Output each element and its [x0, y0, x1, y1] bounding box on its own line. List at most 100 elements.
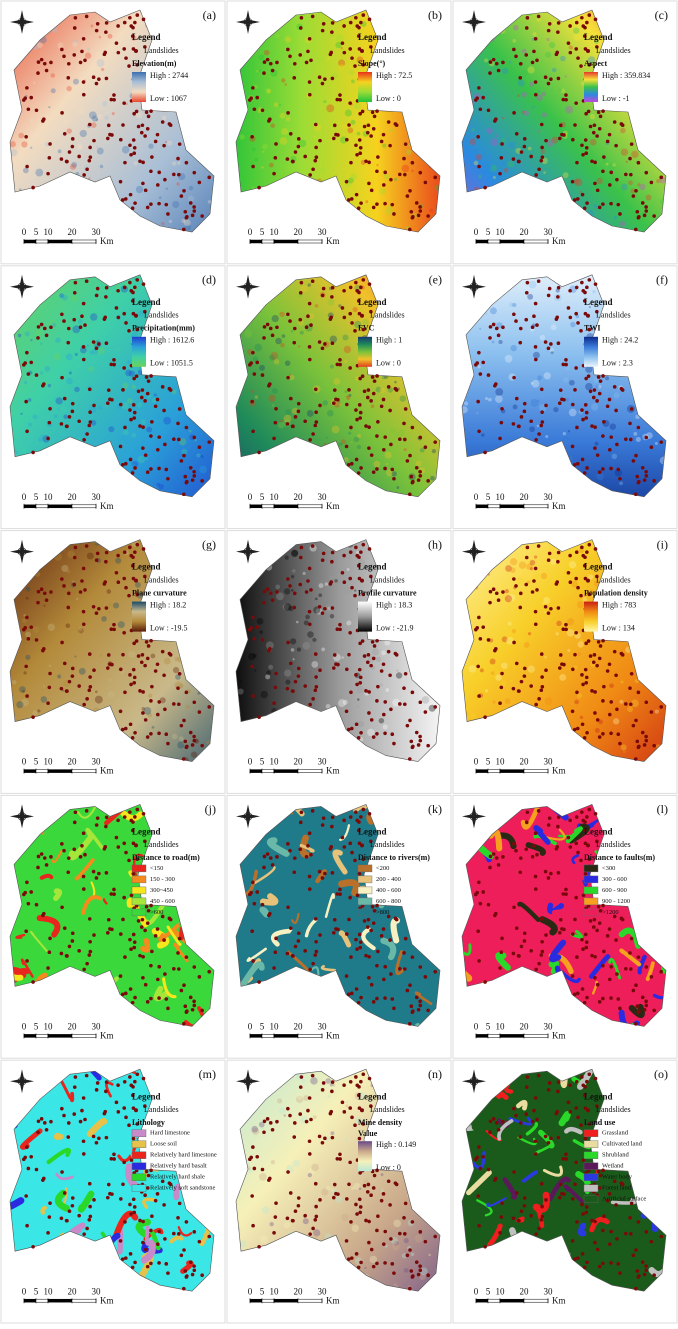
map-texture — [513, 25, 519, 31]
landslide-point — [348, 47, 352, 51]
map-texture — [354, 103, 361, 110]
landslide-point — [426, 744, 430, 748]
landslide-point — [313, 159, 317, 163]
map-texture — [256, 70, 259, 73]
landslide-point — [88, 652, 92, 656]
landslide-point — [156, 448, 160, 452]
landslide-point — [318, 668, 322, 672]
landslide-point — [24, 400, 28, 404]
landslide-point — [345, 180, 349, 184]
scale-segment — [298, 1034, 322, 1037]
landslide-point — [364, 159, 368, 163]
landslide-point — [342, 289, 346, 293]
map-texture — [574, 179, 579, 184]
landslide-point — [375, 639, 379, 643]
landslide-point — [149, 997, 153, 1001]
landslide-point — [95, 558, 99, 562]
landslide-point — [367, 976, 371, 980]
landslide-point — [635, 740, 639, 744]
landslide-point — [618, 1007, 622, 1011]
landslide-point — [154, 404, 158, 408]
landslide-point — [172, 702, 176, 706]
map-texture — [28, 398, 32, 402]
landslide-point — [182, 757, 186, 761]
landslide-point — [251, 1224, 255, 1228]
landslide-point — [475, 626, 479, 630]
landslide-point — [476, 929, 480, 933]
landslide-point — [116, 819, 120, 823]
map-texture — [280, 137, 288, 145]
landslide-point — [549, 342, 553, 346]
landslide-point — [73, 26, 77, 30]
landslide-point — [132, 946, 136, 950]
landslide-point — [308, 610, 312, 614]
landslide-point — [544, 605, 548, 609]
landslide-point — [77, 419, 81, 423]
landslide-point — [408, 757, 412, 761]
landslide-point — [133, 550, 137, 554]
landslide-point — [106, 401, 110, 405]
landslide-point — [60, 422, 64, 426]
landslide-point — [519, 592, 523, 596]
map-texture — [544, 656, 546, 658]
map-texture — [176, 182, 179, 185]
landslide-point — [621, 653, 625, 657]
landslide-point — [549, 872, 553, 876]
landslide-point — [608, 713, 612, 717]
map-texture — [415, 1235, 423, 1243]
landslide-point — [129, 947, 133, 951]
landslide-point — [35, 638, 39, 642]
map-texture — [627, 706, 633, 712]
map-texture — [304, 1140, 306, 1142]
map-texture — [348, 178, 354, 184]
panel-label: (k) — [428, 802, 442, 816]
landslide-point — [45, 598, 49, 602]
landslide-point — [644, 1000, 648, 1004]
legend-layer: Plane curvature — [132, 588, 187, 597]
landslide-point — [333, 124, 337, 128]
landslide-point — [180, 194, 184, 198]
landslide-point — [349, 161, 353, 165]
map-texture — [288, 1197, 291, 1200]
landslide-point — [141, 425, 145, 429]
landslide-point — [43, 327, 47, 331]
legend-low: Low : -21.9 — [376, 623, 414, 632]
landslide-point — [598, 127, 602, 131]
landslide-point — [571, 445, 575, 449]
map-texture — [20, 413, 22, 415]
landslide-point — [146, 735, 150, 739]
landslide-point — [390, 732, 394, 736]
landslide-point — [308, 703, 312, 707]
map-texture — [383, 724, 388, 729]
landslide-point — [49, 855, 53, 859]
map-texture — [346, 1090, 349, 1093]
landslide-point — [62, 319, 66, 323]
map-texture — [300, 331, 304, 335]
landslide-point — [602, 685, 606, 689]
landslide-point — [613, 650, 617, 654]
landslide-point — [308, 887, 312, 891]
landslide-point — [348, 101, 352, 105]
scale-tick-label: 10 — [44, 492, 54, 502]
map-texture — [30, 147, 32, 149]
landslide-point — [329, 582, 333, 586]
landslide-point — [74, 810, 78, 814]
landslide-point — [585, 146, 589, 150]
landslide-point — [343, 580, 347, 584]
landslide-point — [66, 1135, 70, 1139]
landslide-point — [249, 626, 253, 630]
map-texture — [273, 1195, 276, 1198]
map-texture — [285, 556, 289, 560]
landslide-point — [122, 1106, 126, 1110]
map-texture — [580, 716, 583, 719]
landslide-point — [85, 544, 89, 548]
landslide-point — [261, 903, 265, 907]
landslide-point — [402, 951, 406, 955]
map-texture — [614, 216, 617, 219]
landslide-point — [105, 551, 109, 555]
landslide-point — [178, 142, 182, 146]
map-texture — [80, 130, 87, 137]
landslide-point — [512, 577, 516, 581]
landslide-point — [314, 940, 318, 944]
